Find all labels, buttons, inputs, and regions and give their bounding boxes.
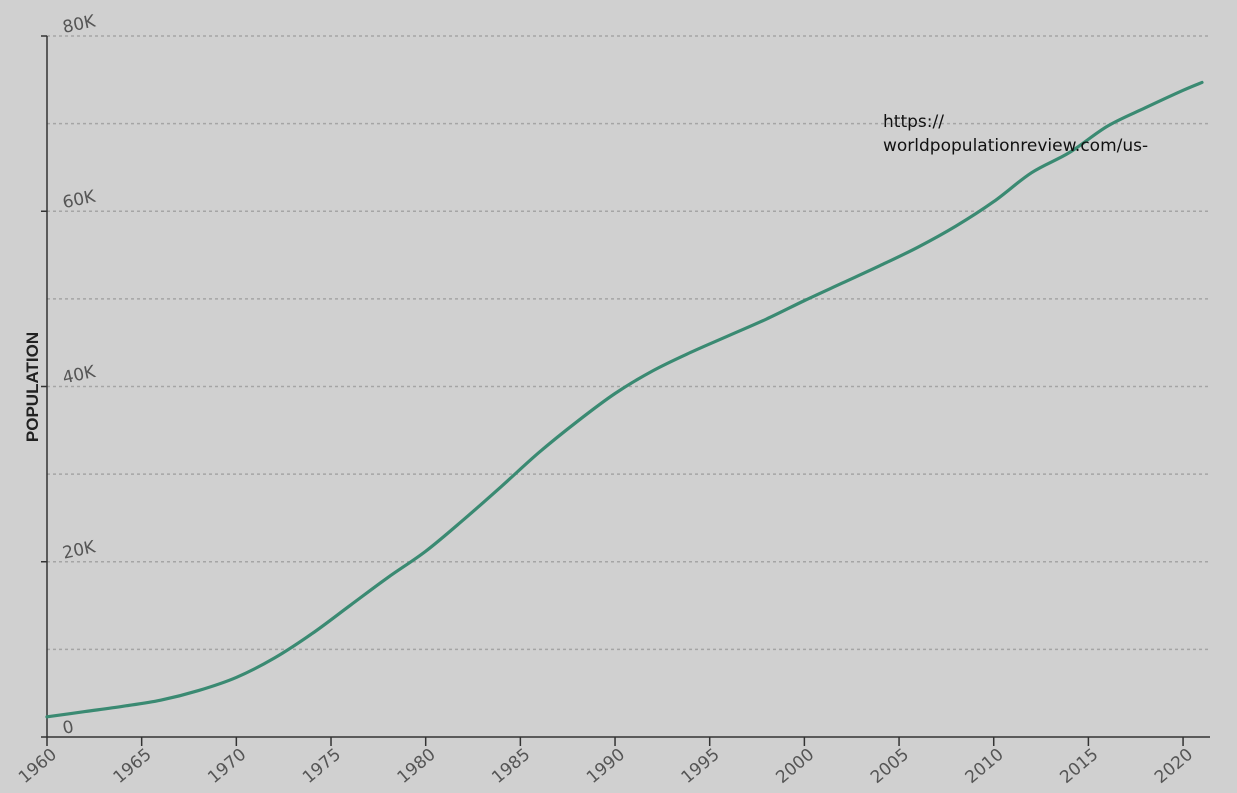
- x-tick-label: 2020: [1151, 745, 1197, 788]
- x-tick-label: 1985: [488, 745, 534, 788]
- x-tick-label: 1975: [299, 745, 345, 788]
- y-axis-title: POPULATION: [23, 332, 42, 442]
- x-tick-label: 1980: [394, 745, 440, 788]
- x-tick-label: 1990: [583, 745, 629, 788]
- y-axis-ticks: 0 20K 40K 60K 80K: [41, 11, 98, 739]
- population-series-line: [45, 80, 1204, 719]
- y-tick-label: 20K: [61, 537, 98, 564]
- source-line-1: https://: [883, 112, 944, 132]
- x-tick-label: 2000: [772, 745, 818, 788]
- x-axis-ticks: 1960 1965 1970 1975 1980 1985 1990 1995 2000 2005…: [15, 737, 1197, 788]
- y-tick-label: 0: [61, 717, 76, 739]
- y-tick-label: 60K: [61, 187, 98, 214]
- x-tick-label: 2015: [1056, 745, 1102, 788]
- source-line-2: worldpopulationreview.com/us-: [883, 136, 1149, 156]
- y-tick-label: 40K: [61, 362, 98, 389]
- series-group: [45, 80, 1204, 719]
- x-tick-label: 1970: [204, 745, 250, 788]
- gridlines: [47, 35, 1210, 651]
- y-tick-label: 80K: [61, 11, 98, 38]
- x-tick-label: 1960: [15, 745, 61, 788]
- x-tick-label: 1995: [678, 745, 724, 788]
- x-tick-label: 1965: [110, 745, 156, 788]
- x-tick-label: 2010: [962, 745, 1008, 788]
- source-annotation: https:// worldpopulationreview.com/us-: [883, 110, 1237, 158]
- x-tick-label: 2005: [867, 745, 913, 788]
